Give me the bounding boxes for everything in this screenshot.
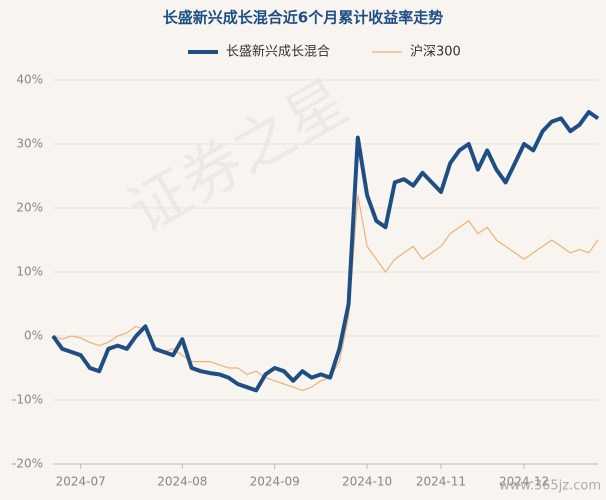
y-tick-label: 0% [24,329,43,343]
series-line [52,194,599,391]
x-tick-label: 2024-09 [250,475,300,489]
y-tick-label: -20% [12,457,43,471]
watermark: 证券之星 [117,67,360,248]
x-tick-label: 2024-11 [416,475,466,489]
series-line [51,110,600,393]
y-tick-label: 40% [16,73,43,87]
legend-label: 长盛新兴成长混合 [226,44,330,60]
y-tick-label: 30% [16,137,43,151]
chart-title: 长盛新兴成长混合近6个月累计收益率走势 [163,9,443,27]
x-tick-label: 2024-08 [157,475,207,489]
y-tick-label: -10% [12,393,43,407]
y-tick-label: 10% [16,265,43,279]
x-tick-label: 2024-07 [56,475,106,489]
legend-label: 沪深300 [410,44,461,60]
y-tick-label: 20% [16,201,43,215]
x-tick-label: 2024-12 [499,475,549,489]
site-mark: www.365jz.com [499,479,601,494]
x-tick-label: 2024-10 [342,475,392,489]
